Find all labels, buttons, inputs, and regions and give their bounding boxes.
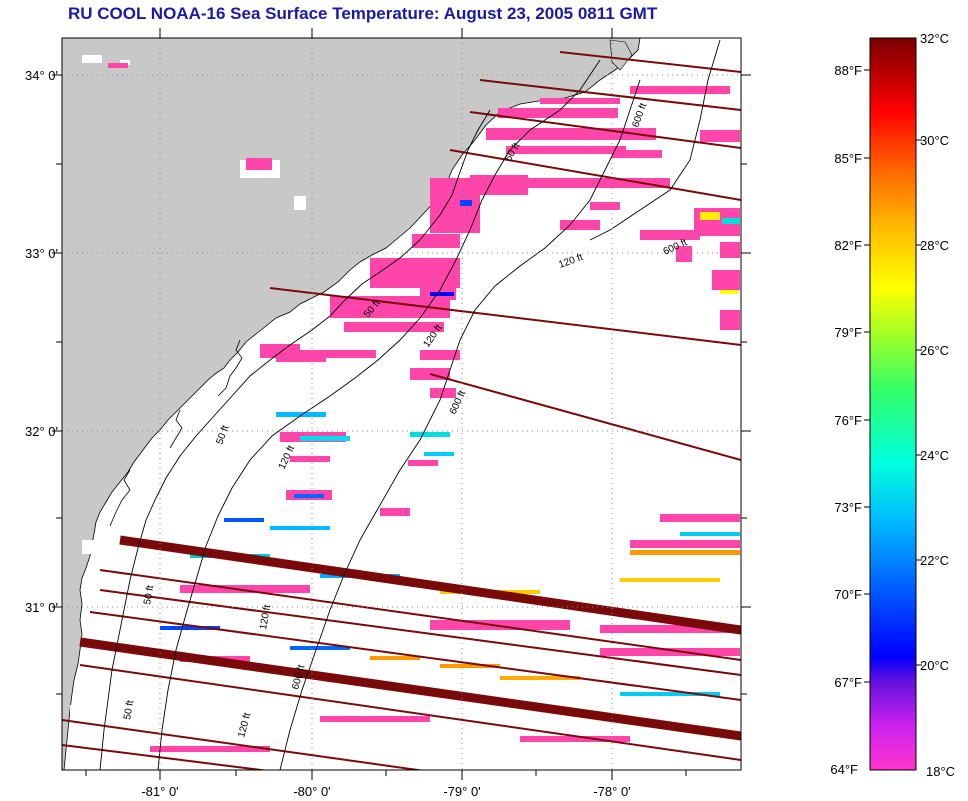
lat-label-33: 33° 0' bbox=[25, 246, 58, 261]
lat-label-34: 34° 0' bbox=[25, 68, 58, 83]
c-label: 20°C bbox=[920, 658, 949, 673]
cloud-patches bbox=[70, 55, 306, 719]
lat-label-32: 32° 0' bbox=[25, 424, 58, 439]
colorbar-c-labels: 32°C 30°C 28°C 26°C 24°C 22°C 20°C 18°C bbox=[920, 31, 955, 779]
lon-label-81: -81° 0' bbox=[141, 784, 178, 799]
contour-label: 50 ft bbox=[142, 584, 156, 605]
f-label: 79°F bbox=[834, 325, 862, 340]
swath-lines bbox=[62, 51, 741, 770]
c-label: 32°C bbox=[920, 31, 949, 46]
f-label: 82°F bbox=[834, 238, 862, 253]
f-label: 70°F bbox=[834, 587, 862, 602]
c-label: 18°C bbox=[926, 764, 955, 779]
map-title: RU COOL NOAA-16 Sea Surface Temperature:… bbox=[68, 4, 658, 23]
lon-label-80: -80° 0' bbox=[293, 784, 330, 799]
colorbar-f-labels: 88°F 85°F 82°F 79°F 76°F 73°F 70°F 67°F … bbox=[830, 63, 862, 777]
lon-label-78: -78° 0' bbox=[593, 784, 630, 799]
contour-label: 120 ft bbox=[258, 604, 273, 631]
contour-label: 50 ft bbox=[122, 699, 136, 720]
f-label: 88°F bbox=[834, 63, 862, 78]
f-label: 64°F bbox=[830, 762, 858, 777]
bathymetry-contours bbox=[99, 39, 721, 770]
f-label: 85°F bbox=[834, 151, 862, 166]
lat-label-31: 31° 0' bbox=[25, 600, 58, 615]
lon-label-79: -79° 0' bbox=[443, 784, 480, 799]
c-label: 26°C bbox=[920, 343, 949, 358]
graticule bbox=[62, 38, 741, 770]
f-label: 73°F bbox=[834, 500, 862, 515]
colorbar bbox=[869, 37, 917, 771]
c-label: 24°C bbox=[920, 448, 949, 463]
c-label: 22°C bbox=[920, 553, 949, 568]
f-label: 76°F bbox=[834, 413, 862, 428]
f-label: 67°F bbox=[834, 675, 862, 690]
c-label: 28°C bbox=[920, 238, 949, 253]
c-label: 30°C bbox=[920, 133, 949, 148]
land-area bbox=[62, 38, 641, 770]
